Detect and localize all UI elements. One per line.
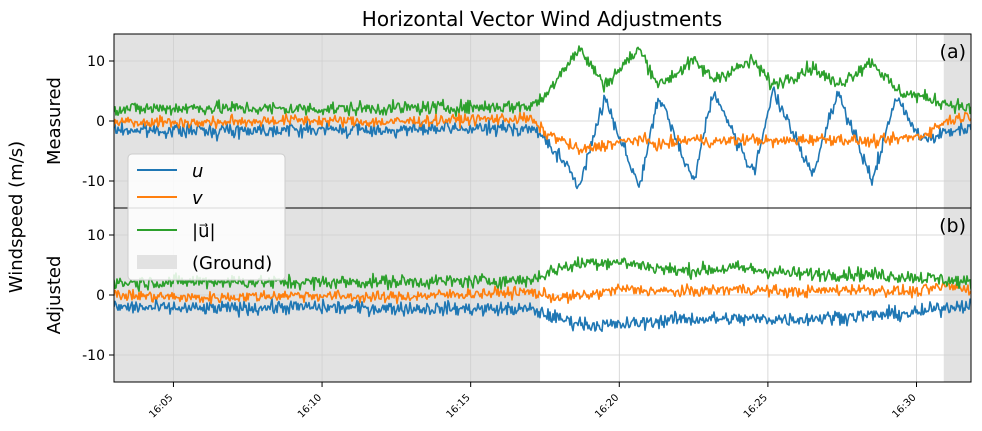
series-line-u: [114, 297, 971, 333]
legend-swatch-ground: [137, 255, 177, 269]
x-tick-label: 16:25: [742, 392, 770, 420]
legend-label: |u⃗|: [192, 221, 216, 242]
y-tick-label: 0: [96, 114, 105, 130]
series-line-speed: [114, 256, 971, 292]
legend-label: u: [192, 161, 203, 182]
y-tick-label: 10: [87, 228, 105, 244]
chart-title: Horizontal Vector Wind Adjustments: [362, 7, 722, 31]
y-tick-label: 10: [87, 54, 105, 70]
x-tick-label: 16:05: [147, 392, 175, 420]
y-tick-label: -10: [82, 174, 105, 190]
legend: uv |u⃗| (Ground): [127, 153, 286, 281]
y-axis-label: Windspeed (m/s): [6, 141, 27, 293]
panel-ylabel: Measured: [44, 77, 65, 165]
panel-tag: (b): [939, 215, 966, 237]
series-line-speed: [114, 45, 971, 117]
legend-label: (Ground): [192, 253, 272, 274]
series-line-v: [114, 111, 971, 156]
legend-label: v: [192, 188, 203, 209]
legend-box: [127, 153, 286, 281]
x-tick-label: 16:30: [890, 392, 918, 420]
y-tick-label: 0: [96, 288, 105, 304]
panel-ylabel: Adjusted: [44, 256, 65, 335]
x-tick-label: 16:20: [593, 392, 621, 420]
panel-tag: (a): [940, 41, 966, 63]
x-tick-label: 16:10: [296, 392, 324, 420]
series-line-v: [114, 282, 971, 305]
series-group: [114, 45, 971, 190]
y-tick-label: -10: [82, 348, 105, 364]
x-tick-label: 16:15: [445, 392, 473, 420]
series-line-u: [114, 86, 971, 190]
series-group: [114, 256, 971, 333]
